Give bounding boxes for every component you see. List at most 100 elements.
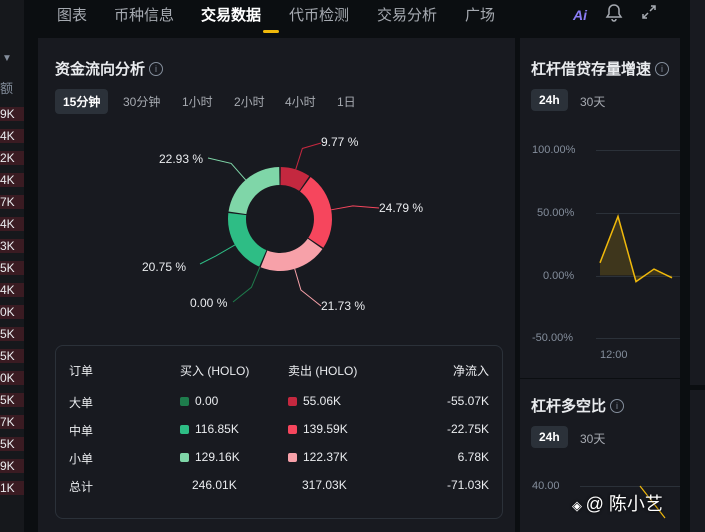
sell-cell: 55.06K: [288, 394, 341, 408]
sidebar-value: 5K: [0, 437, 24, 451]
x-tick: 12:00: [600, 349, 628, 361]
info-icon[interactable]: i: [655, 62, 670, 76]
col-header-sell: 卖出 (HOLO): [288, 364, 358, 378]
sidebar-value: 4K: [0, 129, 24, 143]
donut-label: 0.00 %: [190, 296, 228, 310]
donut-leader-line: [199, 244, 236, 265]
gridline: [596, 213, 680, 214]
fund-flow-title-text: 资金流向分析: [55, 61, 146, 78]
donut-leader-line: [331, 205, 380, 211]
donut-label: 21.73 %: [321, 299, 366, 313]
period-1h[interactable]: 1小时: [182, 95, 213, 109]
legend-swatch: [288, 397, 297, 406]
col-header-order: 订单: [69, 364, 94, 378]
y-tick: 50.00%: [537, 207, 575, 219]
watermark-text: @ 陈小艺: [585, 494, 663, 514]
donut-segment[interactable]: [227, 213, 267, 267]
expand-icon[interactable]: [641, 4, 657, 25]
donut-segment[interactable]: [228, 167, 280, 215]
legend-swatch: [180, 453, 189, 462]
period-30m[interactable]: 30分钟: [123, 95, 161, 109]
sidebar-value: 0K: [0, 305, 24, 319]
sidebar-value: 9K: [0, 107, 24, 121]
tab-token-info[interactable]: 币种信息: [114, 7, 175, 24]
right-edge-panel: [682, 0, 705, 532]
margin-growth-chart: [599, 214, 673, 283]
tab-trade-data[interactable]: 交易数据: [201, 7, 262, 24]
sidebar-value: 7K: [0, 195, 24, 209]
legend-swatch: [288, 425, 297, 434]
period-2h[interactable]: 2小时: [234, 95, 265, 109]
net-cell: -55.07K: [446, 394, 489, 408]
tab-chart[interactable]: 图表: [57, 7, 88, 24]
row-label: 中单: [69, 424, 94, 438]
y-tick: -50.00%: [532, 332, 573, 344]
buy-cell: 116.85K: [180, 422, 239, 436]
fund-flow-title: 资金流向分析 i: [55, 58, 164, 79]
cell-value: 0.00: [195, 394, 219, 408]
net-cell: -71.03K: [446, 478, 489, 492]
period-24h[interactable]: 24h: [531, 426, 568, 448]
donut-segment[interactable]: [300, 176, 332, 248]
fund-flow-panel: 资金流向分析 i 15分钟 30分钟 1小时 2小时 4小时 1日 9.77 % …: [38, 38, 515, 532]
order-flow-table: 订单 买入 (HOLO) 卖出 (HOLO) 净流入 大单 0.00 55.06K -…: [55, 345, 503, 519]
donut-label: 24.79 %: [379, 201, 424, 215]
gridline: [596, 338, 680, 339]
sidebar-value: 1K: [0, 481, 24, 495]
margin-growth-title: 杠杆借贷存量增速 i: [531, 58, 670, 79]
buy-cell: 129.16K: [180, 450, 240, 464]
legend-swatch: [180, 397, 189, 406]
net-cell: -22.75K: [446, 422, 489, 436]
left-sidebar: ▼ 额 9K 4K 2K 4K 7K 4K 3K 5K 4K 0K 5K 5K 0K 5K 7K 5K 9K 1K: [0, 0, 24, 532]
period-30d[interactable]: 30天: [580, 95, 606, 109]
cell-value: 122.37K: [303, 450, 348, 464]
sidebar-value: 0K: [0, 371, 24, 385]
margin-panel: 杠杆借贷存量增速 i 24h 30天 100.00% 50.00% 0.00% -…: [520, 38, 680, 532]
gridline: [596, 150, 680, 151]
donut-label: 22.93 %: [159, 152, 204, 166]
period-15m[interactable]: 15分钟: [55, 89, 109, 114]
cell-value: 55.06K: [303, 394, 342, 408]
sidebar-value: 5K: [0, 327, 24, 341]
fund-flow-donut: [199, 142, 380, 307]
tab-token-check[interactable]: 代币检测: [289, 7, 350, 24]
net-cell: 6.78K: [457, 450, 489, 464]
period-4h[interactable]: 4小时: [285, 95, 316, 109]
donut-segment[interactable]: [260, 238, 323, 271]
donut-label: 20.75 %: [142, 260, 187, 274]
donut-leader-line: [207, 157, 247, 181]
long-short-chart: [639, 485, 666, 519]
sidebar-value: 9K: [0, 459, 24, 473]
line-area: [600, 216, 672, 282]
y-tick: 0.00%: [543, 270, 575, 282]
info-icon[interactable]: i: [149, 62, 164, 76]
period-1d[interactable]: 1日: [337, 95, 356, 109]
y-tick: 100.00%: [532, 144, 576, 156]
col-header-net: 净流入: [452, 364, 489, 378]
y-tick: 40.00: [532, 480, 560, 492]
row-label: 小单: [69, 452, 94, 466]
sidebar-value: 7K: [0, 415, 24, 429]
sidebar-value: 2K: [0, 151, 24, 165]
donut-leader-line: [295, 142, 322, 170]
donut-segment[interactable]: [280, 167, 310, 191]
watermark: ◈ @ 陈小艺: [572, 494, 663, 514]
sidebar-value: 3K: [0, 239, 24, 253]
period-24h[interactable]: 24h: [531, 89, 568, 111]
ai-icon[interactable]: Ai: [573, 7, 587, 23]
period-30d[interactable]: 30天: [580, 432, 606, 446]
legend-swatch: [288, 453, 297, 462]
col-header-buy: 买入 (HOLO): [180, 364, 250, 378]
info-icon[interactable]: i: [610, 399, 625, 413]
sidebar-value: 5K: [0, 349, 24, 363]
bell-icon[interactable]: [605, 3, 623, 28]
tab-square[interactable]: 广场: [465, 7, 496, 24]
sell-cell: 317.03K: [302, 478, 347, 492]
cell-value: 139.59K: [303, 422, 348, 436]
buy-cell: 0.00: [180, 394, 218, 408]
margin-growth-title-text: 杠杆借贷存量增速: [531, 61, 652, 78]
tab-trade-analysis[interactable]: 交易分析: [377, 7, 438, 24]
divider: [520, 378, 680, 379]
chevron-down-icon[interactable]: ▼: [2, 53, 12, 64]
top-tab-bar: 图表 币种信息 交易数据 代币检测 交易分析 广场 Ai: [40, 0, 680, 33]
